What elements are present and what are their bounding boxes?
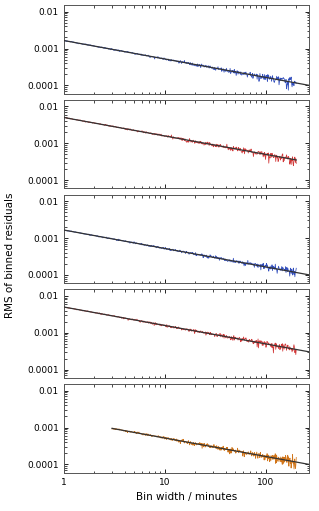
X-axis label: Bin width / minutes: Bin width / minutes [136,492,237,502]
Text: RMS of binned residuals: RMS of binned residuals [4,193,15,318]
